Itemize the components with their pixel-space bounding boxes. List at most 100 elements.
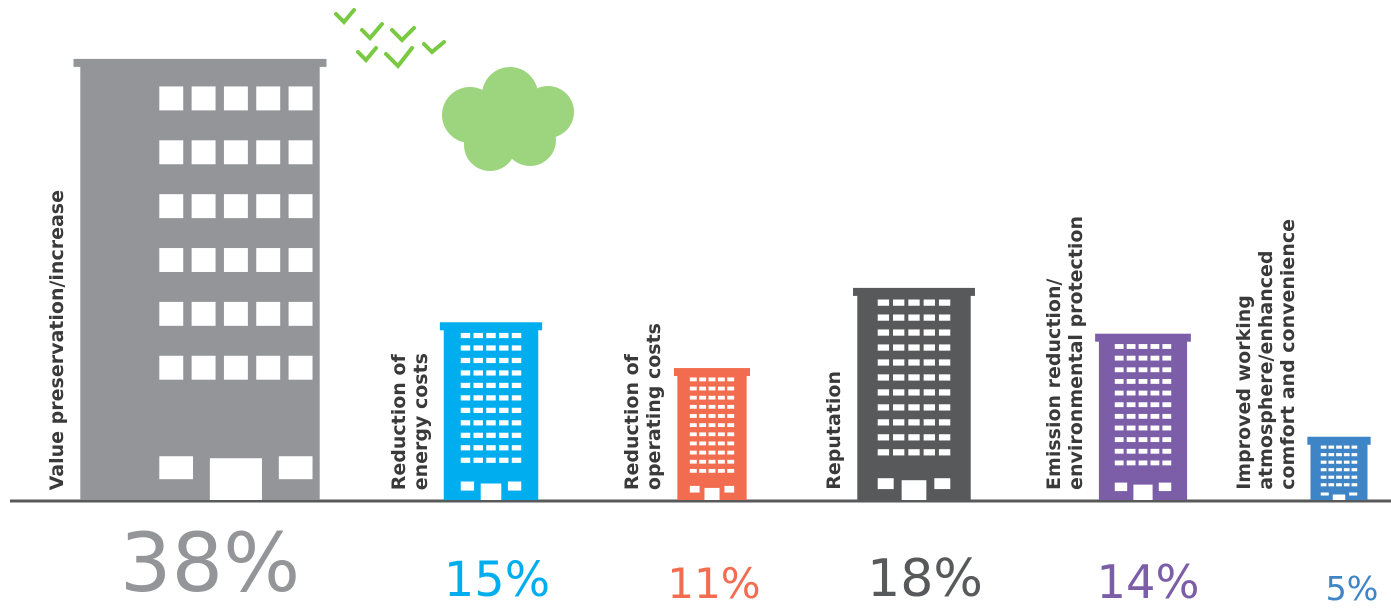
door <box>902 480 927 500</box>
window <box>1115 356 1124 361</box>
window <box>893 434 904 440</box>
window <box>1115 402 1124 407</box>
window <box>486 445 495 450</box>
window <box>224 194 248 218</box>
window <box>1150 391 1159 396</box>
side-window <box>934 478 950 489</box>
window <box>690 414 697 418</box>
window <box>709 451 716 455</box>
window <box>709 432 716 436</box>
window <box>224 356 248 380</box>
value-label: 18% <box>867 553 983 605</box>
window <box>727 469 734 473</box>
window <box>1321 476 1327 479</box>
window <box>256 248 280 272</box>
window <box>1115 391 1124 396</box>
building <box>677 374 746 500</box>
window <box>1162 449 1171 454</box>
window <box>474 445 483 450</box>
window <box>699 387 706 391</box>
window <box>499 420 508 425</box>
window <box>1162 379 1171 384</box>
window <box>1344 453 1350 456</box>
window <box>1336 483 1342 486</box>
building <box>444 328 539 500</box>
window <box>893 329 904 335</box>
window <box>1150 379 1159 384</box>
window <box>939 314 950 320</box>
window <box>924 419 935 425</box>
window <box>256 140 280 164</box>
window <box>727 423 734 427</box>
window <box>512 433 521 438</box>
window <box>893 300 904 306</box>
window <box>1139 449 1148 454</box>
window <box>893 344 904 350</box>
window <box>878 329 889 335</box>
window <box>512 345 521 350</box>
window <box>512 420 521 425</box>
window <box>939 359 950 365</box>
window <box>1127 391 1136 396</box>
window <box>512 383 521 388</box>
window <box>924 449 935 455</box>
window <box>893 374 904 380</box>
side-window <box>724 486 734 493</box>
bird <box>358 48 376 60</box>
window <box>1127 437 1136 442</box>
window <box>1344 446 1350 449</box>
window <box>718 414 725 418</box>
window <box>499 383 508 388</box>
window <box>461 445 470 450</box>
bird <box>386 48 412 66</box>
side-window <box>1349 493 1357 496</box>
window <box>939 374 950 380</box>
window <box>461 370 470 375</box>
window <box>1127 449 1136 454</box>
window <box>1115 426 1124 431</box>
door <box>1333 495 1345 500</box>
window <box>486 420 495 425</box>
window <box>1328 483 1334 486</box>
window <box>486 345 495 350</box>
side-window <box>159 456 193 479</box>
window <box>1352 468 1358 471</box>
window <box>1162 344 1171 349</box>
window <box>1115 379 1124 384</box>
window <box>924 359 935 365</box>
window <box>699 432 706 436</box>
window <box>939 434 950 440</box>
window <box>1328 468 1334 471</box>
window <box>939 419 950 425</box>
window <box>461 395 470 400</box>
cloud <box>442 67 574 171</box>
window <box>1150 460 1159 465</box>
window <box>718 405 725 409</box>
window <box>893 404 904 410</box>
window <box>224 302 248 326</box>
window <box>939 389 950 395</box>
side-window <box>690 486 700 493</box>
window <box>939 449 950 455</box>
window <box>1139 356 1148 361</box>
birds <box>336 10 444 66</box>
window <box>908 434 919 440</box>
window <box>908 314 919 320</box>
value-label: 11% <box>667 563 760 605</box>
window <box>1150 344 1159 349</box>
window <box>474 370 483 375</box>
window <box>486 395 495 400</box>
window <box>474 408 483 413</box>
window <box>1127 379 1136 384</box>
window <box>289 140 313 164</box>
side-window <box>1321 493 1329 496</box>
window <box>878 314 889 320</box>
window <box>908 344 919 350</box>
window <box>192 248 216 272</box>
window <box>718 460 725 464</box>
window <box>709 423 716 427</box>
window <box>690 377 697 381</box>
window <box>159 248 183 272</box>
window <box>924 314 935 320</box>
window <box>1328 453 1334 456</box>
